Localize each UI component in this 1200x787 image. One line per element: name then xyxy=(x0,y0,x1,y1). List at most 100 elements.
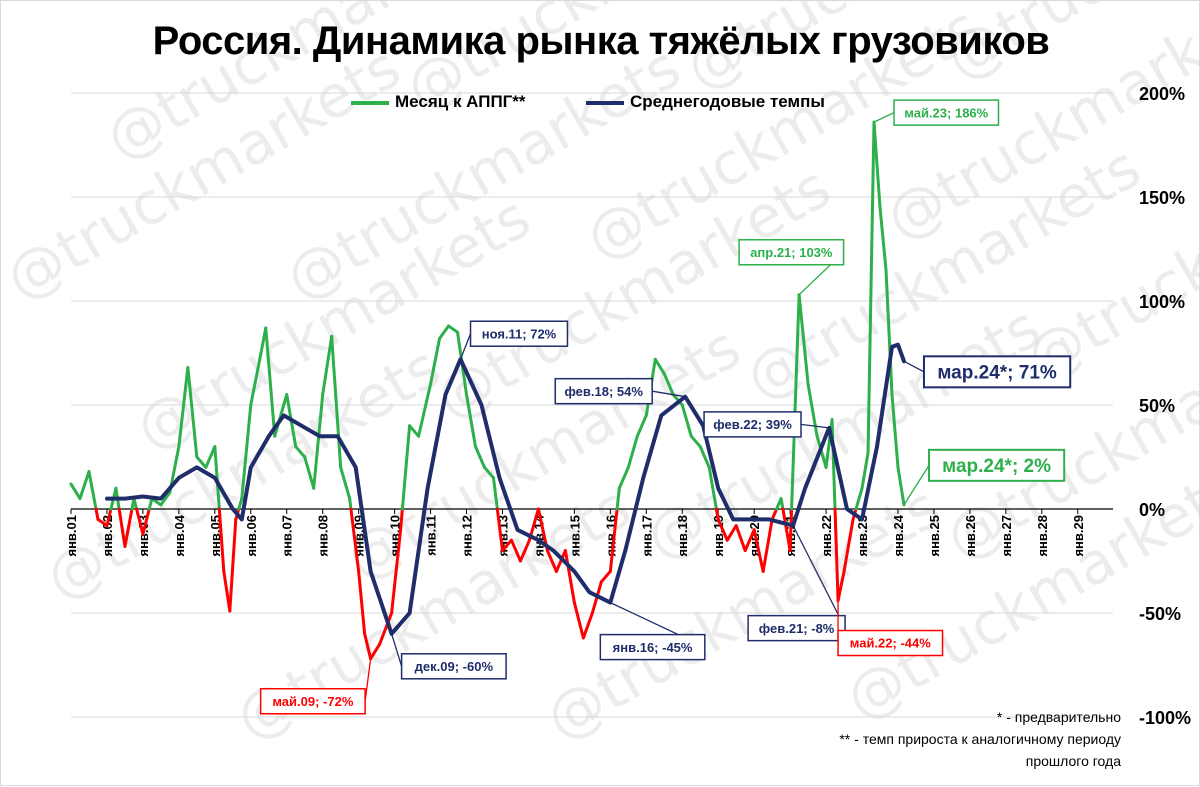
callout-leader xyxy=(903,360,925,373)
callout-text: фев.21; -8% xyxy=(759,621,835,636)
series-line-average xyxy=(105,342,906,636)
callout-leader xyxy=(800,423,830,429)
series-segment xyxy=(866,120,876,455)
series-segment xyxy=(806,382,819,438)
series-monthly-yoy xyxy=(69,120,906,661)
callout-text: мар.24*; 71% xyxy=(937,363,1057,384)
y-tick-label: 150% xyxy=(1139,188,1185,208)
series-segment xyxy=(689,434,702,449)
series-segment xyxy=(228,517,238,613)
series-segment xyxy=(303,455,316,490)
series-segment xyxy=(872,120,882,209)
series-segment xyxy=(770,507,779,521)
callout-leader xyxy=(903,464,930,506)
callout-box xyxy=(259,688,366,715)
series-segment xyxy=(662,372,675,397)
callout-text: фев.18; 54% xyxy=(564,384,643,399)
x-tick-label: янв.27 xyxy=(999,515,1014,557)
series-segment xyxy=(390,528,403,615)
x-tick-label: янв.24 xyxy=(891,514,906,556)
callout: май.22; -44% xyxy=(837,600,944,657)
callout-box xyxy=(837,629,944,657)
series-segment xyxy=(237,497,244,511)
series-segment xyxy=(429,336,442,386)
series-segment xyxy=(563,549,576,605)
series-segment xyxy=(761,517,774,573)
series-segment xyxy=(797,293,810,386)
x-tick-label: янв.06 xyxy=(244,515,259,557)
callout-leader xyxy=(792,525,846,629)
x-tick-label: янв.04 xyxy=(172,514,187,556)
callout-text: май.23; 186% xyxy=(904,105,988,120)
series-segment xyxy=(518,538,531,563)
series-segment xyxy=(438,324,451,340)
x-tick-label: янв.25 xyxy=(927,515,942,557)
callout-text: мар.24*; 2% xyxy=(942,456,1051,477)
series-segment xyxy=(399,507,404,532)
series-segment xyxy=(734,524,747,553)
callout: ноя.11; 72% xyxy=(459,320,569,360)
series-segment xyxy=(273,393,289,438)
series-segment xyxy=(615,486,621,511)
callout-text: фев.22; 39% xyxy=(713,417,792,432)
x-tick-label: янв.19 xyxy=(711,515,726,557)
callout-box xyxy=(747,614,846,642)
series-segment xyxy=(87,470,98,511)
callout-box xyxy=(599,633,706,661)
series-segment xyxy=(716,517,729,542)
legend-item-monthly: Месяц к АППГ** xyxy=(351,92,526,112)
series-segment xyxy=(96,517,109,528)
series-segment xyxy=(294,445,307,459)
callout: фев.18; 54% xyxy=(554,377,686,405)
series-segment xyxy=(599,569,612,584)
series-segment xyxy=(94,507,100,521)
series-segment xyxy=(159,490,172,507)
series-segment xyxy=(680,403,693,438)
callout-text: ноя.11; 72% xyxy=(482,326,557,341)
y-tick-label: -100% xyxy=(1139,708,1191,728)
series-segment xyxy=(671,393,684,407)
y-tick-label: 100% xyxy=(1139,292,1185,312)
callout: фев.21; -8% xyxy=(747,525,846,642)
footnote-yoy-line2: прошлого года xyxy=(1025,753,1121,769)
x-tick-label: янв.15 xyxy=(567,515,582,557)
callout-labels: май.09; -72% дек.09; -60% ноя.11; 72% янв.1… xyxy=(259,99,1072,715)
series-segment xyxy=(698,445,711,469)
legend-swatch-green xyxy=(351,100,389,105)
series-segment xyxy=(204,445,217,469)
series-segment xyxy=(195,455,208,469)
series-segment xyxy=(836,569,846,603)
series-segment xyxy=(240,403,253,501)
series-segment xyxy=(474,445,486,469)
series-segment xyxy=(626,434,639,469)
series-segment xyxy=(617,465,630,490)
series-segment xyxy=(495,507,504,553)
series-segment xyxy=(147,497,154,511)
x-tick-label: янв.22 xyxy=(819,515,834,557)
series-segment xyxy=(264,326,277,438)
series-segment xyxy=(105,507,113,528)
x-tick-label: янв.17 xyxy=(639,515,654,557)
callout: апр.21; 103% xyxy=(738,239,845,296)
series-segment xyxy=(890,393,900,469)
series-segment xyxy=(491,476,499,511)
callout-leader xyxy=(364,658,372,702)
x-tick-label: янв.01 xyxy=(64,515,79,557)
x-tick-label: янв.28 xyxy=(1035,515,1050,557)
y-tick-label: 50% xyxy=(1139,396,1175,416)
series-segment xyxy=(896,465,906,507)
callout-text: май.09; -72% xyxy=(272,694,353,709)
x-tick-label: янв.08 xyxy=(316,515,331,557)
callout: дек.09; -60% xyxy=(390,633,507,680)
callout-leader xyxy=(652,390,686,398)
series-segment xyxy=(348,497,353,511)
series-segment xyxy=(707,465,718,511)
series-segment xyxy=(177,366,190,449)
legend-swatch-navy xyxy=(586,100,624,105)
series-segment xyxy=(500,538,513,553)
series-segment xyxy=(545,549,558,573)
series-segment xyxy=(725,524,738,542)
legend-label-average: Среднегодовые темпы xyxy=(630,92,825,111)
series-segment xyxy=(608,507,619,573)
series-segment xyxy=(330,334,343,469)
